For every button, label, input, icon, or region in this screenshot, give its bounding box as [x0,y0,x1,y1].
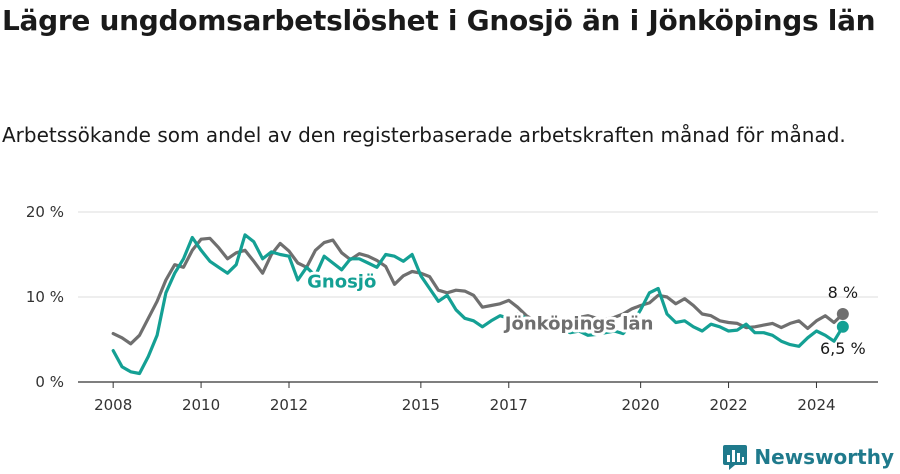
x-tick-label: 2022 [709,396,747,414]
end-value-label: 8 % [828,283,858,302]
series-label-gnosjo: Gnosjö [307,272,376,293]
newsworthy-logo-icon [723,445,748,470]
grid-lines [78,211,878,298]
x-tick-label: 2017 [490,396,528,414]
x-tick-label: 2015 [402,396,440,414]
chart-title: Lägre ungdomsarbetslöshet i Gnosjö än i … [2,4,876,37]
x-axis: 2008 2010 2012 2015 2017 2020 2022 2024 [78,381,878,414]
x-tick-label: 2024 [797,396,835,414]
end-point [836,320,849,333]
x-tick-label: 2020 [622,396,660,414]
series-label-jonkopings-lan-halo: Jönköpings län [503,313,654,334]
y-axis-ticks: 0 % 10 % 20 % [26,203,64,391]
series-line-jonkopings-lan [111,236,845,346]
y-tick-label: 10 % [26,288,64,306]
y-tick-label: 20 % [26,203,64,221]
series-line-gnosjo [111,233,845,376]
chart-subtitle: Arbetssökande som andel av den registerb… [2,123,846,147]
end-value-label: 6,5 % [820,339,866,358]
newsworthy-logo[interactable]: Newsworthy [722,444,894,470]
series-label-gnosjo-halo: Gnosjö [307,272,376,293]
x-tick-label: 2012 [270,396,308,414]
brand-name: Newsworthy [754,445,894,469]
x-tick-label: 2008 [94,396,132,414]
series-lines [111,233,849,376]
x-tick-label: 2010 [182,396,220,414]
y-tick-label: 0 % [35,373,64,391]
end-point [836,308,849,320]
series-label-jonkopings-lan: Jönköpings län [503,313,654,334]
